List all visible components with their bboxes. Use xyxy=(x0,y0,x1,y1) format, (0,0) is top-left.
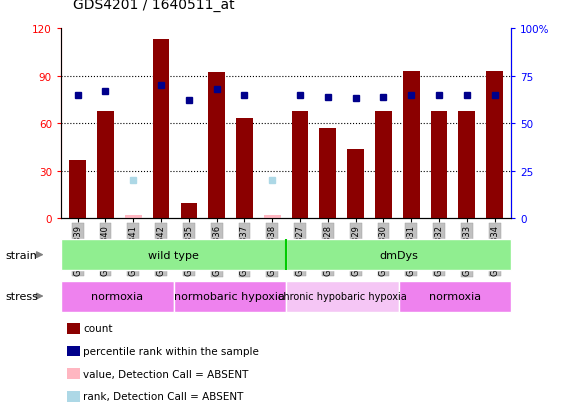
Text: normoxia: normoxia xyxy=(91,291,144,301)
Bar xyxy=(431,111,447,219)
Text: percentile rank within the sample: percentile rank within the sample xyxy=(83,346,259,356)
Text: count: count xyxy=(83,323,113,333)
Bar xyxy=(403,71,419,219)
Text: normobaric hypoxia: normobaric hypoxia xyxy=(174,291,285,301)
Bar xyxy=(61,240,286,271)
Text: wild type: wild type xyxy=(148,250,199,260)
Text: strain: strain xyxy=(6,250,38,260)
Text: value, Detection Call = ABSENT: value, Detection Call = ABSENT xyxy=(83,369,249,379)
Bar xyxy=(286,281,399,312)
Bar xyxy=(264,216,281,219)
Bar xyxy=(375,111,392,219)
Bar xyxy=(486,71,503,219)
Bar xyxy=(174,281,286,312)
Bar xyxy=(153,40,170,219)
Text: GDS4201 / 1640511_at: GDS4201 / 1640511_at xyxy=(73,0,234,12)
Text: chronic hypobaric hypoxia: chronic hypobaric hypoxia xyxy=(278,291,407,301)
Bar xyxy=(97,111,114,219)
Text: normoxia: normoxia xyxy=(429,291,481,301)
Text: dmDys: dmDys xyxy=(379,250,418,260)
Bar xyxy=(320,128,336,219)
Text: stress: stress xyxy=(6,291,39,301)
Text: rank, Detection Call = ABSENT: rank, Detection Call = ABSENT xyxy=(83,392,243,401)
Bar xyxy=(399,281,511,312)
Bar xyxy=(236,119,253,219)
Bar xyxy=(209,73,225,219)
Bar xyxy=(347,149,364,219)
Bar xyxy=(125,216,142,219)
Bar xyxy=(292,111,309,219)
Bar xyxy=(69,160,86,219)
Bar xyxy=(458,111,475,219)
Bar xyxy=(286,240,511,271)
Bar xyxy=(181,203,197,219)
Bar xyxy=(61,281,174,312)
